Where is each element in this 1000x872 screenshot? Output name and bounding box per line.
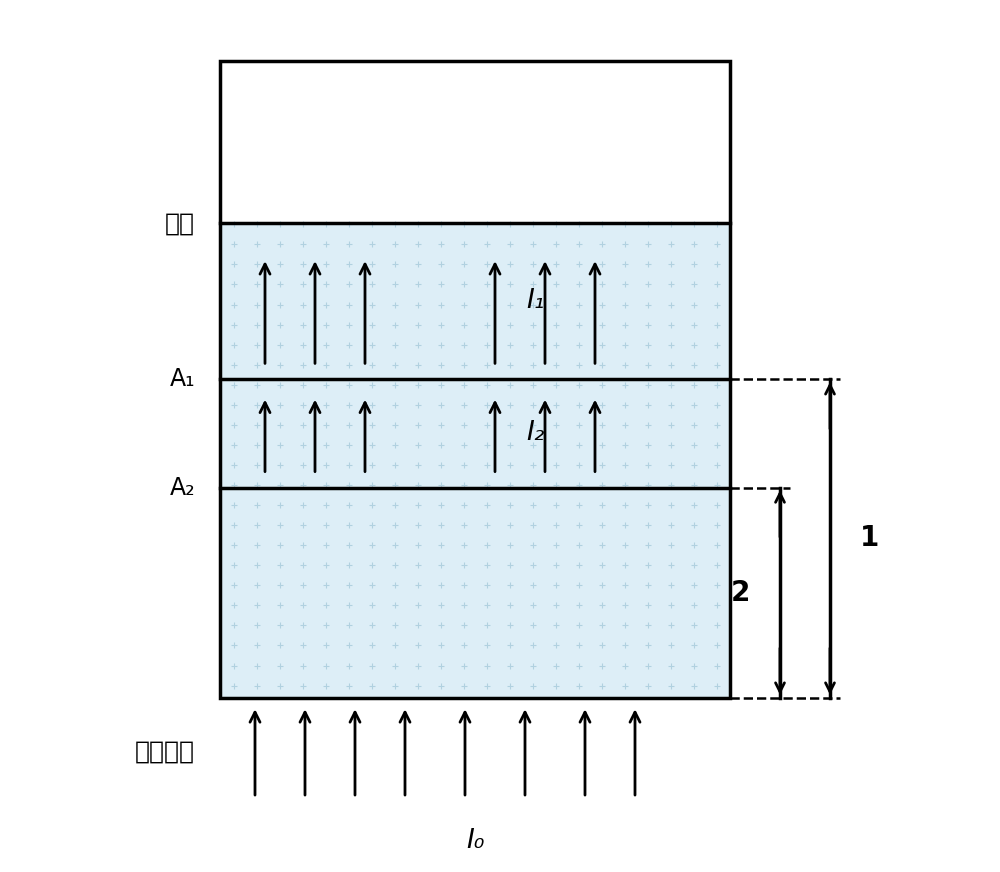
Text: 液面: 液面 [165, 211, 195, 235]
Text: A₂: A₂ [169, 475, 195, 500]
Bar [220, 487, 730, 698]
Text: I₀: I₀ [466, 828, 484, 855]
Text: 1: 1 [860, 524, 879, 553]
Bar [220, 223, 730, 487]
Bar [220, 61, 730, 223]
Text: I₁: I₁ [526, 289, 544, 314]
Text: A₁: A₁ [170, 367, 195, 392]
Bar [220, 61, 730, 698]
Text: 2: 2 [731, 578, 750, 607]
Text: I₂: I₂ [526, 420, 544, 446]
Text: 入射光强: 入射光强 [135, 740, 195, 764]
